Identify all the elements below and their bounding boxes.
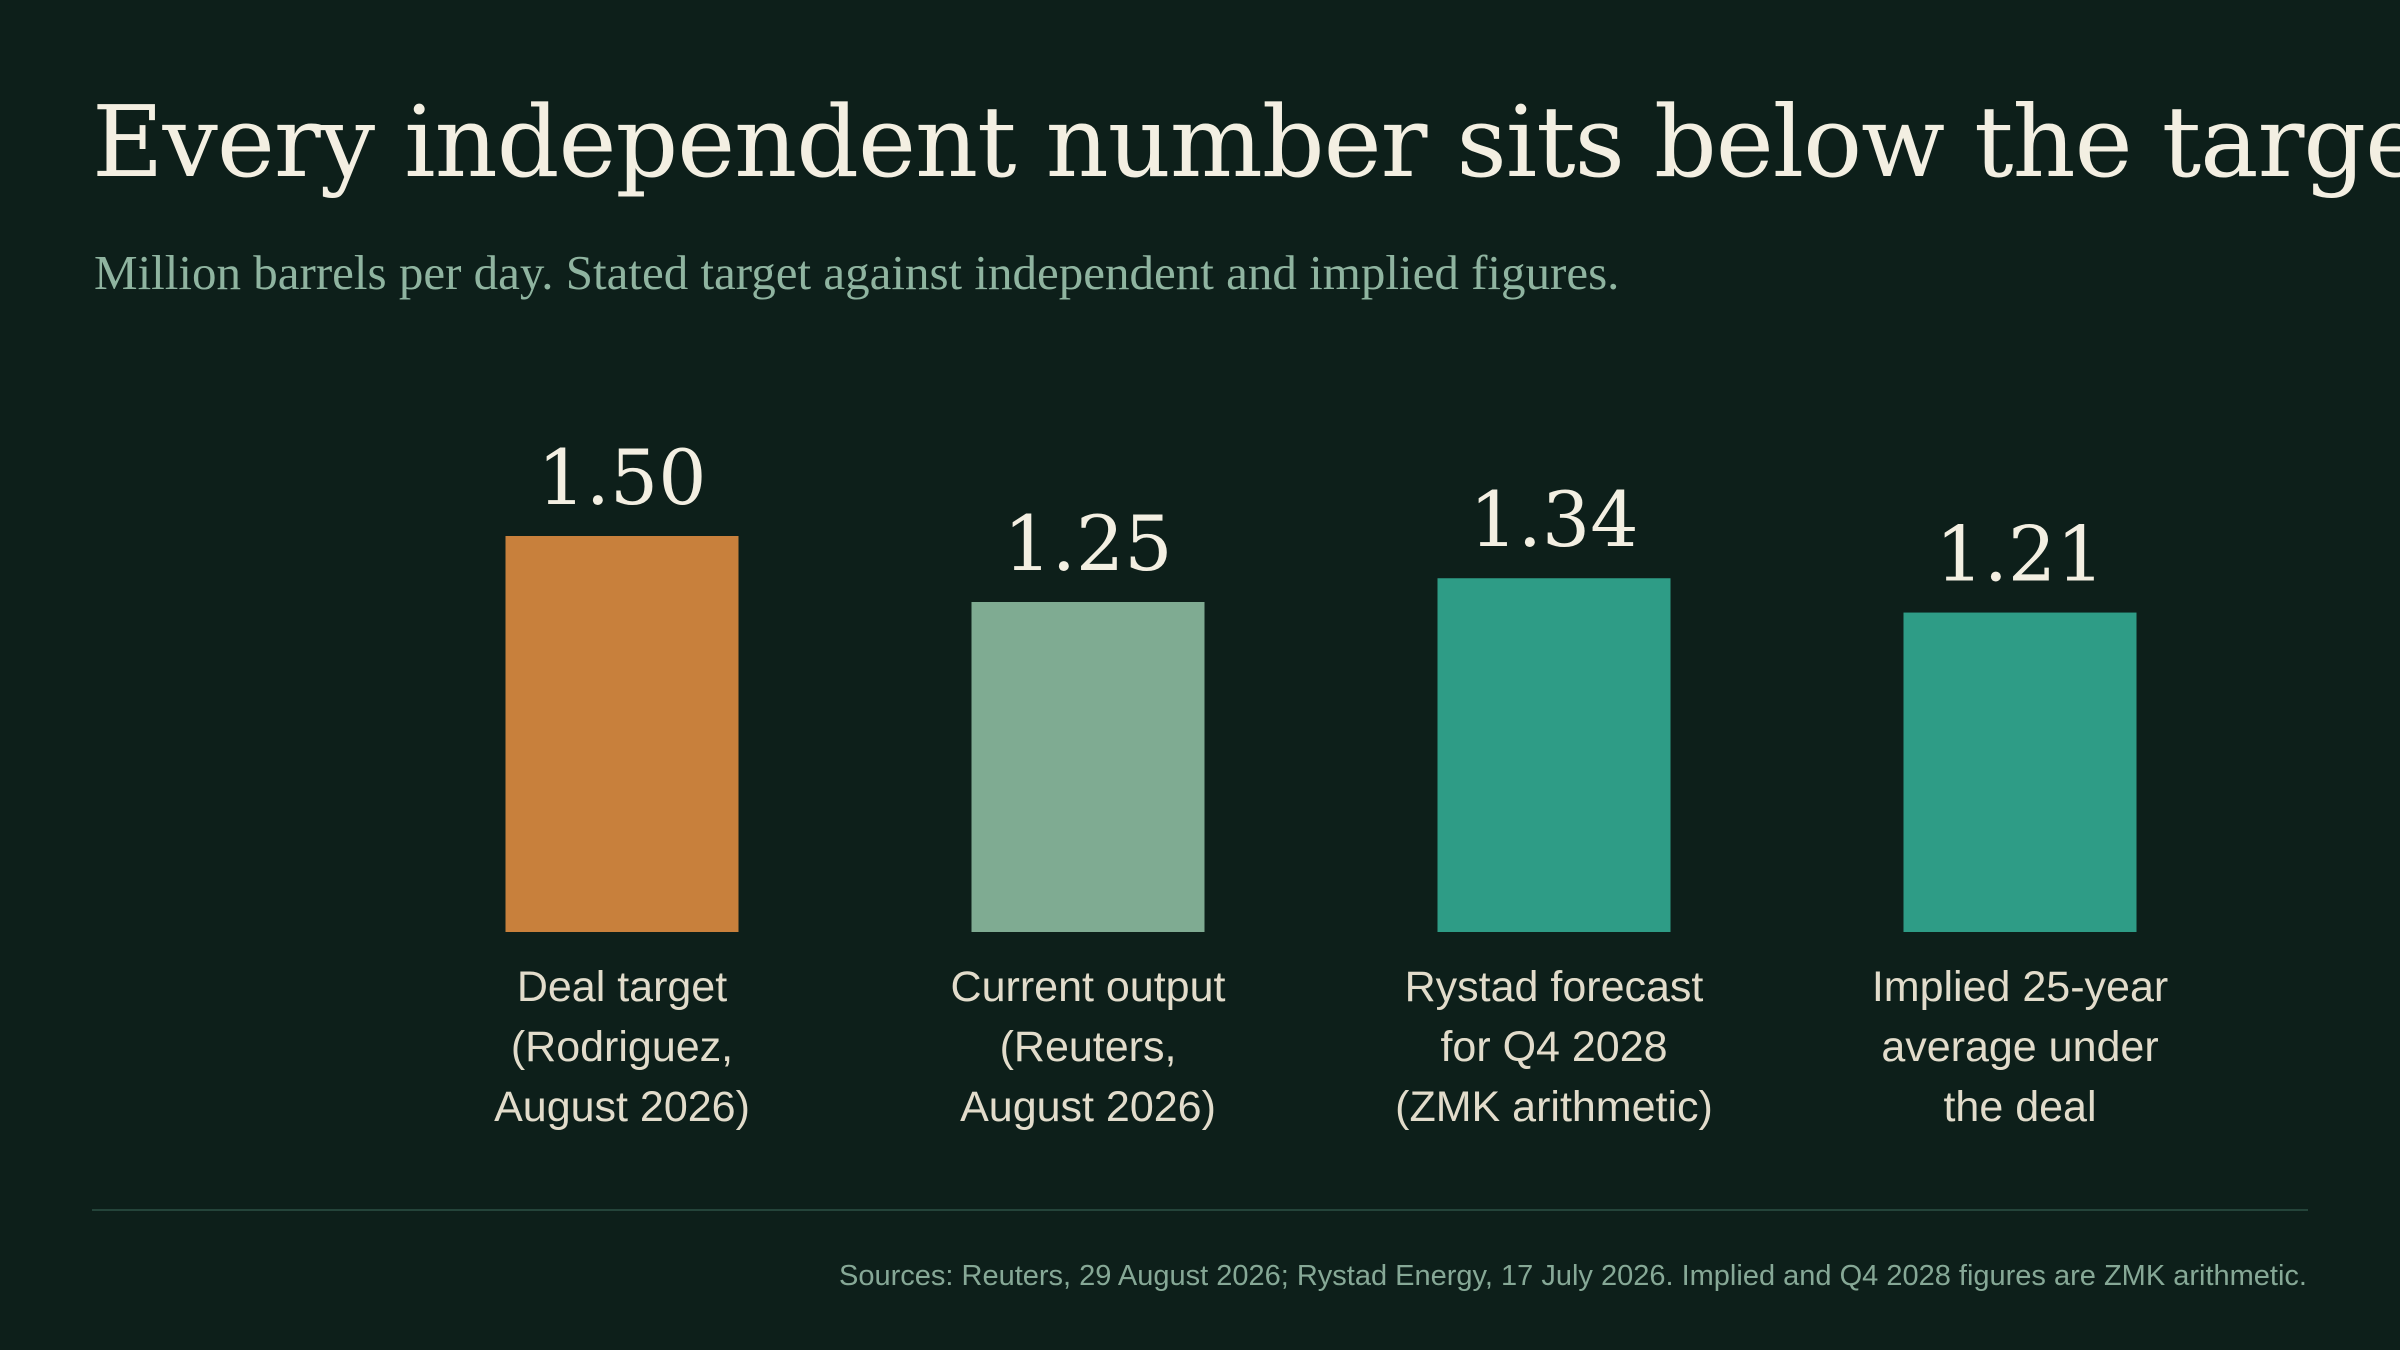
category-label-line: the deal [1943,1083,2096,1131]
category-label-line: (Rodriguez, [511,1023,733,1071]
value-label-2: 1.25 [1003,499,1172,588]
category-label-line: August 2026) [494,1083,750,1131]
value-label-3: 1.34 [1469,475,1638,564]
category-label-line: Deal target [517,963,727,1011]
category-label-line: for Q4 2028 [1440,1023,1667,1071]
chart-subtitle: Million barrels per day. Stated target a… [94,245,1620,300]
category-label-line: Implied 25-year [1872,963,2168,1011]
category-label-2: Current output (Reuters, August 2026) [951,963,1226,1131]
category-label-line: (ZMK arithmetic) [1395,1083,1713,1131]
category-label-line: (Reuters, [1000,1023,1177,1071]
footer-divider [92,1209,2308,1211]
category-label-line: Current output [951,963,1226,1011]
category-label-line: August 2026) [960,1083,1216,1131]
value-label-4: 1.21 [1935,510,2104,599]
bar-1 [505,536,739,932]
value-label-1: 1.50 [537,433,706,522]
source-note: Sources: Reuters, 29 August 2026; Rystad… [839,1260,2307,1292]
category-label-1: Deal target (Rodriguez, August 2026) [494,963,750,1131]
bar-2 [971,602,1205,932]
bar-4 [1903,612,2137,932]
category-label-line: average under [1881,1023,2158,1071]
category-label-3: Rystad forecast for Q4 2028 (ZMK arithmeti… [1395,963,1713,1131]
chart-title: Every independent number sits below the … [92,86,2400,200]
category-label-4: Implied 25-year average under the deal [1872,963,2168,1131]
bar-3 [1437,578,1671,932]
category-label-line: Rystad forecast [1405,963,1704,1011]
